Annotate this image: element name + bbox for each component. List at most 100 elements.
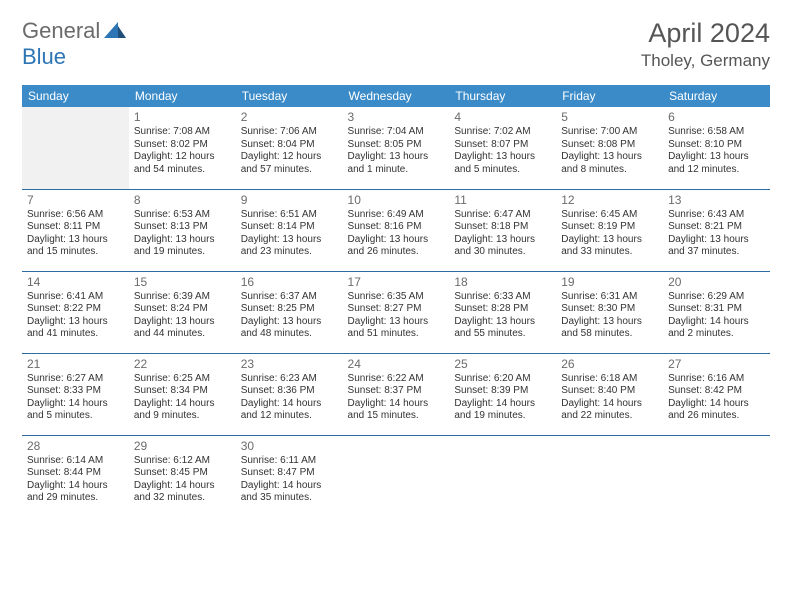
day-sunrise: Sunrise: 6:43 AM bbox=[668, 209, 765, 222]
day-sunset: Sunset: 8:42 PM bbox=[668, 385, 765, 398]
day-sunrise: Sunrise: 6:39 AM bbox=[134, 291, 231, 304]
day-daylight: Daylight: 13 hours and 19 minutes. bbox=[134, 234, 231, 259]
day-sunrise: Sunrise: 6:35 AM bbox=[348, 291, 445, 304]
day-daylight: Daylight: 13 hours and 23 minutes. bbox=[241, 234, 338, 259]
day-sunset: Sunset: 8:37 PM bbox=[348, 385, 445, 398]
day-sunrise: Sunrise: 6:25 AM bbox=[134, 373, 231, 386]
calendar-cell: 12Sunrise: 6:45 AMSunset: 8:19 PMDayligh… bbox=[556, 189, 663, 271]
calendar-cell: 21Sunrise: 6:27 AMSunset: 8:33 PMDayligh… bbox=[22, 353, 129, 435]
calendar-row: 28Sunrise: 6:14 AMSunset: 8:44 PMDayligh… bbox=[22, 435, 770, 517]
day-sunset: Sunset: 8:39 PM bbox=[454, 385, 551, 398]
day-number: 24 bbox=[348, 357, 445, 372]
weekday-header: Sunday bbox=[22, 85, 129, 107]
day-sunrise: Sunrise: 6:14 AM bbox=[27, 455, 124, 468]
day-sunset: Sunset: 8:13 PM bbox=[134, 221, 231, 234]
day-sunrise: Sunrise: 7:08 AM bbox=[134, 126, 231, 139]
day-daylight: Daylight: 13 hours and 5 minutes. bbox=[454, 151, 551, 176]
day-sunrise: Sunrise: 7:06 AM bbox=[241, 126, 338, 139]
calendar-cell: 5Sunrise: 7:00 AMSunset: 8:08 PMDaylight… bbox=[556, 107, 663, 189]
day-daylight: Daylight: 14 hours and 29 minutes. bbox=[27, 480, 124, 505]
day-sunrise: Sunrise: 6:33 AM bbox=[454, 291, 551, 304]
day-number: 6 bbox=[668, 110, 765, 125]
weekday-header: Saturday bbox=[663, 85, 770, 107]
day-daylight: Daylight: 13 hours and 26 minutes. bbox=[348, 234, 445, 259]
calendar-cell-empty bbox=[22, 107, 129, 189]
day-number: 19 bbox=[561, 275, 658, 290]
day-sunset: Sunset: 8:10 PM bbox=[668, 139, 765, 152]
day-number: 20 bbox=[668, 275, 765, 290]
day-number: 21 bbox=[27, 357, 124, 372]
day-sunset: Sunset: 8:31 PM bbox=[668, 303, 765, 316]
day-number: 16 bbox=[241, 275, 338, 290]
day-sunrise: Sunrise: 6:58 AM bbox=[668, 126, 765, 139]
calendar-cell: 28Sunrise: 6:14 AMSunset: 8:44 PMDayligh… bbox=[22, 435, 129, 517]
calendar-cell: 1Sunrise: 7:08 AMSunset: 8:02 PMDaylight… bbox=[129, 107, 236, 189]
day-number: 9 bbox=[241, 193, 338, 208]
header: General April 2024 Tholey, Germany bbox=[0, 0, 792, 79]
calendar-cell: 15Sunrise: 6:39 AMSunset: 8:24 PMDayligh… bbox=[129, 271, 236, 353]
day-sunrise: Sunrise: 6:51 AM bbox=[241, 209, 338, 222]
calendar-cell-empty bbox=[663, 435, 770, 517]
day-number: 8 bbox=[134, 193, 231, 208]
day-sunrise: Sunrise: 6:12 AM bbox=[134, 455, 231, 468]
day-daylight: Daylight: 13 hours and 51 minutes. bbox=[348, 316, 445, 341]
day-sunset: Sunset: 8:27 PM bbox=[348, 303, 445, 316]
day-number: 15 bbox=[134, 275, 231, 290]
day-sunrise: Sunrise: 6:53 AM bbox=[134, 209, 231, 222]
title-block: April 2024 Tholey, Germany bbox=[641, 18, 770, 71]
calendar-cell: 11Sunrise: 6:47 AMSunset: 8:18 PMDayligh… bbox=[449, 189, 556, 271]
day-sunset: Sunset: 8:44 PM bbox=[27, 467, 124, 480]
day-sunrise: Sunrise: 6:18 AM bbox=[561, 373, 658, 386]
day-number: 26 bbox=[561, 357, 658, 372]
day-sunset: Sunset: 8:33 PM bbox=[27, 385, 124, 398]
weekday-header: Friday bbox=[556, 85, 663, 107]
day-daylight: Daylight: 14 hours and 12 minutes. bbox=[241, 398, 338, 423]
calendar-cell: 24Sunrise: 6:22 AMSunset: 8:37 PMDayligh… bbox=[343, 353, 450, 435]
day-number: 12 bbox=[561, 193, 658, 208]
day-number: 1 bbox=[134, 110, 231, 125]
day-daylight: Daylight: 14 hours and 32 minutes. bbox=[134, 480, 231, 505]
day-daylight: Daylight: 14 hours and 26 minutes. bbox=[668, 398, 765, 423]
day-sunset: Sunset: 8:18 PM bbox=[454, 221, 551, 234]
calendar-row: 21Sunrise: 6:27 AMSunset: 8:33 PMDayligh… bbox=[22, 353, 770, 435]
day-sunset: Sunset: 8:08 PM bbox=[561, 139, 658, 152]
day-daylight: Daylight: 12 hours and 57 minutes. bbox=[241, 151, 338, 176]
logo-triangle-icon bbox=[104, 22, 126, 40]
day-number: 22 bbox=[134, 357, 231, 372]
calendar-cell: 29Sunrise: 6:12 AMSunset: 8:45 PMDayligh… bbox=[129, 435, 236, 517]
day-sunset: Sunset: 8:24 PM bbox=[134, 303, 231, 316]
calendar-cell: 27Sunrise: 6:16 AMSunset: 8:42 PMDayligh… bbox=[663, 353, 770, 435]
day-sunrise: Sunrise: 6:11 AM bbox=[241, 455, 338, 468]
logo-text-blue: Blue bbox=[22, 44, 66, 69]
day-sunset: Sunset: 8:16 PM bbox=[348, 221, 445, 234]
day-sunrise: Sunrise: 6:49 AM bbox=[348, 209, 445, 222]
weekday-header: Thursday bbox=[449, 85, 556, 107]
day-daylight: Daylight: 14 hours and 2 minutes. bbox=[668, 316, 765, 341]
calendar-cell: 19Sunrise: 6:31 AMSunset: 8:30 PMDayligh… bbox=[556, 271, 663, 353]
calendar-cell: 3Sunrise: 7:04 AMSunset: 8:05 PMDaylight… bbox=[343, 107, 450, 189]
day-sunset: Sunset: 8:22 PM bbox=[27, 303, 124, 316]
day-sunset: Sunset: 8:34 PM bbox=[134, 385, 231, 398]
day-number: 27 bbox=[668, 357, 765, 372]
day-daylight: Daylight: 13 hours and 15 minutes. bbox=[27, 234, 124, 259]
day-sunset: Sunset: 8:14 PM bbox=[241, 221, 338, 234]
calendar-cell: 18Sunrise: 6:33 AMSunset: 8:28 PMDayligh… bbox=[449, 271, 556, 353]
day-number: 30 bbox=[241, 439, 338, 454]
day-sunrise: Sunrise: 7:00 AM bbox=[561, 126, 658, 139]
day-sunrise: Sunrise: 6:22 AM bbox=[348, 373, 445, 386]
day-daylight: Daylight: 12 hours and 54 minutes. bbox=[134, 151, 231, 176]
day-sunrise: Sunrise: 6:45 AM bbox=[561, 209, 658, 222]
day-sunset: Sunset: 8:45 PM bbox=[134, 467, 231, 480]
calendar-row: 1Sunrise: 7:08 AMSunset: 8:02 PMDaylight… bbox=[22, 107, 770, 189]
day-sunset: Sunset: 8:30 PM bbox=[561, 303, 658, 316]
calendar-cell: 22Sunrise: 6:25 AMSunset: 8:34 PMDayligh… bbox=[129, 353, 236, 435]
weekday-header: Monday bbox=[129, 85, 236, 107]
calendar-cell: 10Sunrise: 6:49 AMSunset: 8:16 PMDayligh… bbox=[343, 189, 450, 271]
day-sunset: Sunset: 8:28 PM bbox=[454, 303, 551, 316]
calendar-cell: 13Sunrise: 6:43 AMSunset: 8:21 PMDayligh… bbox=[663, 189, 770, 271]
day-daylight: Daylight: 14 hours and 22 minutes. bbox=[561, 398, 658, 423]
day-sunrise: Sunrise: 7:04 AM bbox=[348, 126, 445, 139]
day-sunset: Sunset: 8:47 PM bbox=[241, 467, 338, 480]
day-daylight: Daylight: 14 hours and 15 minutes. bbox=[348, 398, 445, 423]
logo: General bbox=[22, 18, 128, 44]
